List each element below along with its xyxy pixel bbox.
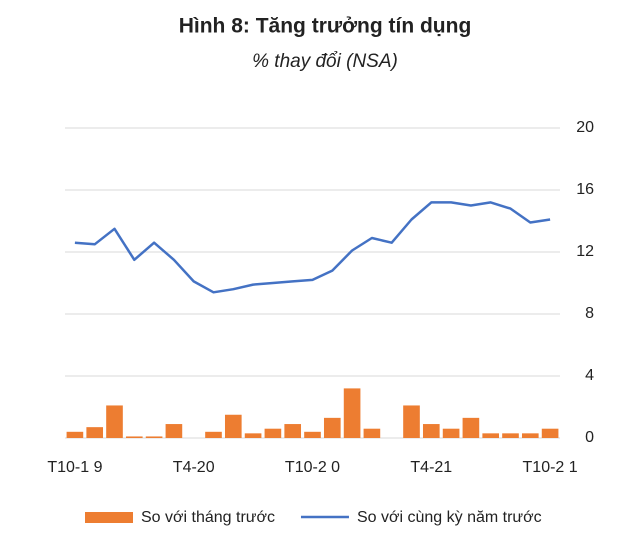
bar	[502, 433, 519, 438]
line	[74, 201, 551, 294]
chart-title: Hình 8: Tăng trưởng tín dụng	[179, 15, 472, 38]
x-tick-label: T4-20	[173, 459, 215, 476]
x-tick-label: T10-2 0	[285, 459, 340, 476]
bar	[244, 433, 262, 438]
bar	[106, 405, 123, 438]
y-tick-label: 16	[576, 181, 594, 198]
bar	[462, 417, 480, 438]
bar	[541, 428, 559, 438]
bar	[66, 431, 84, 438]
bar	[125, 436, 143, 438]
bar	[284, 424, 302, 438]
y-tick-label: 12	[576, 243, 594, 260]
bar	[422, 424, 440, 438]
bar	[442, 428, 460, 438]
legend-label: So với cùng kỳ năm trước	[357, 509, 542, 526]
y-tick-label: 8	[585, 305, 594, 322]
chart-subtitle: % thay đổi (NSA)	[252, 51, 398, 72]
x-tick-label: T10-1 9	[47, 459, 102, 476]
bar	[403, 405, 420, 438]
bar	[86, 427, 104, 438]
x-tick-label: T4-21	[410, 459, 452, 476]
bar	[323, 417, 341, 438]
bar	[482, 433, 500, 438]
bar	[304, 431, 321, 438]
x-tick-label: T10-2 1	[523, 459, 578, 476]
bar	[343, 388, 361, 438]
bar	[224, 414, 242, 438]
y-tick-label: 0	[585, 429, 594, 446]
legend-swatch	[85, 512, 133, 523]
legend-label: So với tháng trước	[141, 509, 275, 526]
bar	[205, 431, 222, 438]
bar	[145, 436, 163, 438]
y-tick-label: 20	[576, 119, 594, 136]
bar	[363, 428, 381, 438]
bar	[521, 433, 539, 438]
bar	[165, 424, 183, 438]
y-tick-label: 4	[585, 367, 594, 384]
bar	[264, 428, 282, 438]
